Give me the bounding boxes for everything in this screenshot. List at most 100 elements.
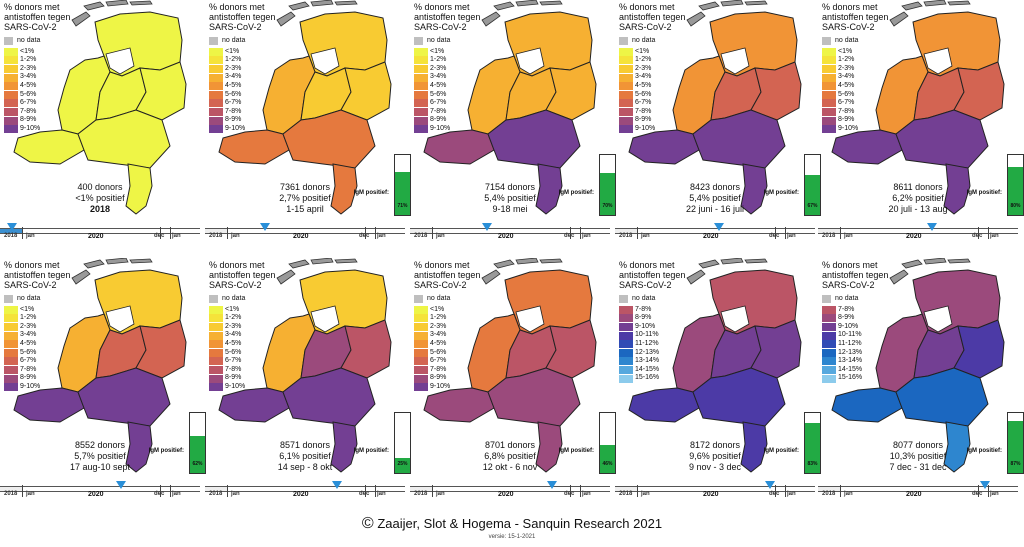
igm-label: IgM positief: <box>558 448 594 454</box>
timeline-bar <box>205 485 405 497</box>
legend-row: 13-14% <box>619 357 659 366</box>
wadden-island <box>334 0 358 6</box>
timeline-label-jan: jan <box>436 233 445 239</box>
wadden-island <box>334 258 358 264</box>
timeline-tick <box>637 227 638 239</box>
igm-gauge: IgM positief: 46% <box>538 412 616 474</box>
positive-rate: 5,7% positief <box>74 451 126 461</box>
legend-label: 3-4% <box>225 73 242 81</box>
legend-label: 4-5% <box>225 81 242 89</box>
legend-label: 7-8% <box>20 107 37 115</box>
legend-label: 3-4% <box>838 73 855 81</box>
legend-label: 9-10% <box>838 322 859 330</box>
legend-row: 3-4% <box>209 73 245 82</box>
igm-gauge: IgM positief: 87% <box>946 412 1024 474</box>
timeline-2018-segment <box>0 487 22 491</box>
legend-row: 15-16% <box>822 374 862 383</box>
legend-swatch <box>4 125 18 134</box>
timeline-label-2020: 2020 <box>906 233 922 240</box>
legend-row: 7-8% <box>619 306 659 315</box>
legend-row: 9-10% <box>822 323 862 332</box>
donor-count: 8701 donors <box>484 440 536 450</box>
legend-row: 7-8% <box>209 366 245 375</box>
legend-swatch <box>822 82 836 91</box>
timeline-label-jan: jan <box>26 233 35 239</box>
color-legend: no data 7-8% 8-9% 9-10% 10-11% 11-12% 12-13% 13… <box>822 295 862 383</box>
legend-swatch <box>4 295 13 304</box>
legend-swatch <box>209 383 223 392</box>
timeline-label-jan: jan <box>844 491 853 497</box>
legend-swatch <box>4 348 18 357</box>
legend-row: <1% <box>414 306 450 315</box>
legend-label: 7-8% <box>838 305 855 313</box>
wadden-island <box>901 1 923 11</box>
timeline-marker <box>714 223 724 231</box>
legend-swatch <box>209 305 223 314</box>
map-title-line: SARS-CoV-2 <box>822 280 875 290</box>
wadden-island <box>83 1 105 11</box>
legend-label: 5-6% <box>635 90 652 98</box>
igm-gauge: IgM positief: 83% <box>743 412 821 474</box>
legend-row: 4-5% <box>209 82 245 91</box>
legend-swatch <box>4 47 18 56</box>
igm-percent: 67% <box>807 202 818 209</box>
legend-label: 13-14% <box>635 357 660 365</box>
legend-row: 9-10% <box>4 125 40 134</box>
period-label: 14 sep - 8 okt <box>277 462 333 472</box>
timeline-marker <box>927 223 937 231</box>
map-region <box>77 109 171 169</box>
timeline-label-jan-next: jan <box>172 233 181 239</box>
map-region <box>13 129 85 165</box>
timeline-label-jan-next: jan <box>990 491 999 497</box>
legend-row: 7-8% <box>414 108 450 117</box>
legend-swatch <box>822 348 836 357</box>
map-title-line: antistoffen tegen <box>209 270 276 280</box>
igm-fill <box>805 174 820 215</box>
legend-label: <1% <box>225 47 240 55</box>
legend-row: 7-8% <box>4 366 40 375</box>
donor-count: 8552 donors <box>74 440 126 450</box>
legend-label: 1-2% <box>20 314 37 322</box>
map-title: % donors met antistoffen tegen SARS-CoV-2 <box>209 2 329 32</box>
legend-swatch <box>4 99 18 108</box>
legend-swatch <box>209 348 223 357</box>
legend-swatch <box>822 90 836 99</box>
legend-row: 6-7% <box>822 99 858 108</box>
map-region <box>423 129 495 165</box>
legend-row: 4-5% <box>414 340 450 349</box>
map-title-line: % donors met <box>209 260 265 270</box>
map-panel: % donors met antistoffen tegen SARS-CoV-2 n… <box>615 0 821 248</box>
legend-row: 8-9% <box>209 374 245 383</box>
timeline-tick <box>775 485 776 497</box>
timeline-2018-segment <box>205 229 227 233</box>
igm-gauge: IgM positief: 70% <box>538 154 616 216</box>
map-panel: % donors met antistoffen tegen SARS-CoV-2 n… <box>205 0 411 248</box>
igm-percent: 80% <box>1010 202 1021 209</box>
legend-row: 2-3% <box>4 65 40 74</box>
wadden-island <box>276 11 296 27</box>
wadden-island <box>720 0 744 7</box>
legend-swatch <box>619 340 633 349</box>
legend-row: 9-10% <box>414 125 450 134</box>
legend-label: 9-10% <box>430 382 451 390</box>
legend-swatch <box>414 56 428 65</box>
legend-swatch <box>822 295 831 304</box>
legend-label: 6-7% <box>838 99 855 107</box>
legend-row: 5-6% <box>4 349 40 358</box>
netherlands-map <box>13 0 187 215</box>
legend-swatch <box>619 323 633 332</box>
igm-percent: 62% <box>192 460 203 467</box>
legend-swatch <box>619 125 633 134</box>
timeline-label-jan: jan <box>436 491 445 497</box>
timeline-label-dec: dec <box>972 233 983 239</box>
netherlands-map <box>628 258 802 473</box>
igm-gauge: IgM positief: 62% <box>128 412 206 474</box>
legend-label: no data <box>835 295 859 302</box>
legend-label: 5-6% <box>20 348 37 356</box>
map-title-line: antistoffen tegen <box>822 270 889 280</box>
legend-row: <1% <box>209 48 245 57</box>
legend-swatch <box>4 340 18 349</box>
period-label: 9-18 mei <box>492 204 528 214</box>
timeline-marker <box>980 481 990 489</box>
period-label: 7 dec - 31 dec <box>889 462 947 472</box>
